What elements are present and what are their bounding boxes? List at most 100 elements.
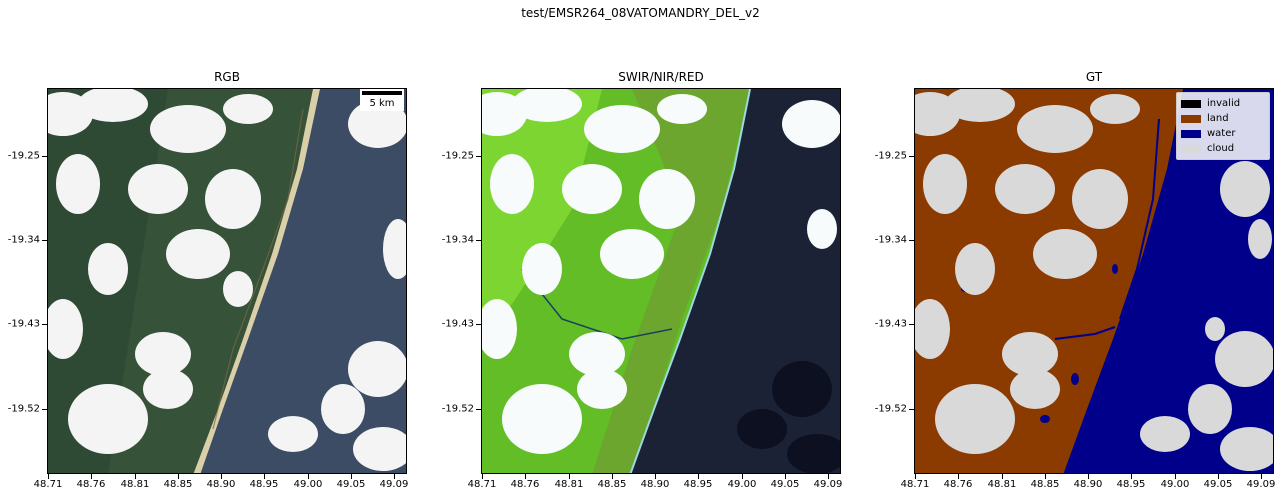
- legend-swatch-water: [1181, 129, 1201, 138]
- x-tick: [569, 474, 570, 479]
- x-tick-label: 49.05: [770, 479, 800, 490]
- x-tick: [135, 474, 136, 479]
- x-tick: [742, 474, 743, 479]
- panel-title-swir: SWIR/NIR/RED: [618, 70, 704, 84]
- x-tick-label: 49.09: [379, 479, 409, 490]
- y-tick: [476, 240, 481, 241]
- y-tick-label: -19.34: [874, 234, 907, 246]
- y-tick: [42, 409, 47, 410]
- x-tick: [525, 474, 526, 479]
- y-tick: [909, 409, 914, 410]
- x-tick-label: 48.85: [597, 479, 627, 490]
- y-tick-label: -19.52: [441, 403, 474, 415]
- y-tick: [42, 156, 47, 157]
- x-tick-label: 48.81: [554, 479, 584, 490]
- x-tick-label: 48.71: [33, 479, 63, 490]
- y-tick-label: -19.43: [7, 318, 40, 330]
- x-tick-label: 49.00: [293, 479, 323, 490]
- legend: invalid land water cloud: [1176, 92, 1270, 160]
- x-tick: [264, 474, 265, 479]
- scale-bar-line: [362, 91, 402, 95]
- x-tick: [48, 474, 49, 479]
- y-tick: [42, 240, 47, 241]
- x-tick-label: 48.76: [76, 479, 106, 490]
- x-tick: [482, 474, 483, 479]
- y-tick: [909, 156, 914, 157]
- x-tick-label: 48.81: [987, 479, 1017, 490]
- legend-label: invalid: [1207, 98, 1241, 109]
- x-tick-label: 48.95: [1116, 479, 1146, 490]
- x-tick: [1218, 474, 1219, 479]
- legend-item: cloud: [1181, 141, 1265, 156]
- x-tick: [308, 474, 309, 479]
- y-tick: [476, 324, 481, 325]
- y-tick-label: -19.25: [874, 150, 907, 162]
- x-tick: [698, 474, 699, 479]
- x-tick-label: 49.05: [336, 479, 366, 490]
- y-tick: [42, 324, 47, 325]
- gt-panel: GT: [875, 70, 1276, 490]
- legend-swatch-land: [1181, 114, 1201, 123]
- x-tick: [915, 474, 916, 479]
- x-tick-label: 48.71: [900, 479, 930, 490]
- x-tick-label: 48.90: [206, 479, 236, 490]
- y-tick-label: -19.52: [7, 403, 40, 415]
- figure-title: test/EMSR264_08VATOMANDRY_DEL_v2: [521, 6, 760, 20]
- panel-title-rgb: RGB: [214, 70, 240, 84]
- swir-panel: SWIR/NIR/RED -19.2: [442, 70, 843, 490]
- rgb-panel: RGB 5 km -19.25 -19: [8, 70, 409, 490]
- x-tick: [1045, 474, 1046, 479]
- x-tick-label: 49.05: [1203, 479, 1233, 490]
- legend-item: water: [1181, 126, 1265, 141]
- rgb-image: [47, 88, 407, 474]
- y-tick-label: -19.34: [7, 234, 40, 246]
- x-tick-label: 48.81: [120, 479, 150, 490]
- y-tick: [909, 324, 914, 325]
- x-tick-label: 48.85: [163, 479, 193, 490]
- x-tick-label: 48.85: [1030, 479, 1060, 490]
- legend-swatch-invalid: [1181, 99, 1201, 108]
- legend-label: land: [1207, 113, 1229, 124]
- y-tick-label: -19.25: [7, 150, 40, 162]
- x-tick-label: 49.00: [1160, 479, 1190, 490]
- legend-item: invalid: [1181, 96, 1265, 111]
- x-tick-label: 49.09: [813, 479, 843, 490]
- x-tick: [785, 474, 786, 479]
- x-tick-label: 49.09: [1246, 479, 1276, 490]
- x-tick-label: 49.00: [727, 479, 757, 490]
- x-tick-label: 48.76: [510, 479, 540, 490]
- x-tick-label: 48.90: [1073, 479, 1103, 490]
- scale-bar: 5 km: [360, 89, 404, 111]
- y-tick-label: -19.52: [874, 403, 907, 415]
- y-tick-label: -19.34: [441, 234, 474, 246]
- x-tick: [612, 474, 613, 479]
- x-tick: [351, 474, 352, 479]
- x-tick-label: 48.95: [683, 479, 713, 490]
- x-tick: [178, 474, 179, 479]
- y-tick: [909, 240, 914, 241]
- x-tick: [1131, 474, 1132, 479]
- y-tick-label: -19.43: [874, 318, 907, 330]
- y-tick: [476, 156, 481, 157]
- y-tick-label: -19.25: [441, 150, 474, 162]
- legend-label: water: [1207, 128, 1236, 139]
- scale-bar-label: 5 km: [369, 98, 395, 109]
- x-tick: [1261, 474, 1262, 479]
- legend-label: cloud: [1207, 143, 1235, 154]
- swir-image: [481, 88, 841, 474]
- y-tick: [476, 409, 481, 410]
- x-tick: [828, 474, 829, 479]
- x-tick: [1088, 474, 1089, 479]
- x-tick-label: 48.90: [640, 479, 670, 490]
- legend-swatch-cloud: [1181, 144, 1201, 153]
- x-tick: [1175, 474, 1176, 479]
- panel-title-gt: GT: [1085, 70, 1103, 84]
- x-tick: [958, 474, 959, 479]
- y-tick-label: -19.43: [441, 318, 474, 330]
- x-tick: [91, 474, 92, 479]
- gt-mask: [914, 88, 1274, 474]
- x-tick: [655, 474, 656, 479]
- x-tick-label: 48.71: [467, 479, 497, 490]
- x-tick-label: 48.95: [249, 479, 279, 490]
- x-tick: [221, 474, 222, 479]
